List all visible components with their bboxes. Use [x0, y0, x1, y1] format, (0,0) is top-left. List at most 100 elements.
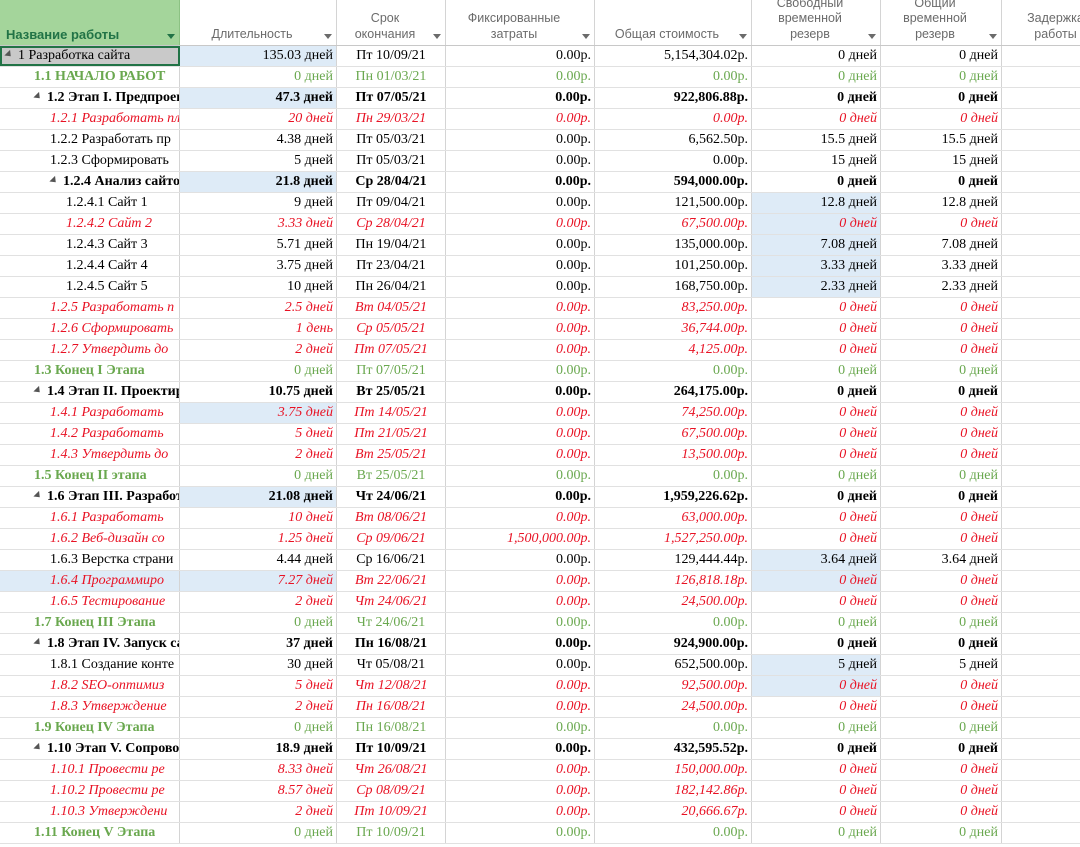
cell-name[interactable]: 1.2.4.3 Сайт 3 — [0, 235, 180, 255]
cell-delay[interactable] — [1002, 424, 1080, 444]
cell-free[interactable]: 0 дней — [752, 403, 881, 423]
cell-cost[interactable]: 594,000.00р. — [595, 172, 752, 192]
cell-total[interactable]: 0 дней — [881, 109, 1002, 129]
cell-duration[interactable]: 37 дней — [180, 634, 337, 654]
cell-cost[interactable]: 0.00р. — [595, 361, 752, 381]
column-header-cost[interactable]: Общая стоимость — [595, 0, 752, 45]
cell-free[interactable]: 0 дней — [752, 529, 881, 549]
cell-delay[interactable] — [1002, 487, 1080, 507]
cell-duration[interactable]: 0 дней — [180, 718, 337, 738]
cell-finish[interactable]: Чт 12/08/21 — [337, 676, 446, 696]
cell-cost[interactable]: 168,750.00р. — [595, 277, 752, 297]
cell-cost[interactable]: 83,250.00р. — [595, 298, 752, 318]
cell-duration[interactable]: 2 дней — [180, 592, 337, 612]
cell-free[interactable]: 0 дней — [752, 67, 881, 87]
filter-dropdown-icon[interactable] — [868, 34, 876, 39]
cell-delay[interactable] — [1002, 256, 1080, 276]
cell-delay[interactable] — [1002, 760, 1080, 780]
task-row[interactable]: 1.10.3 Утверждени 2 дней Пт 10/09/21 0.00р.… — [0, 802, 1080, 823]
cell-finish[interactable]: Вт 08/06/21 — [337, 508, 446, 528]
cell-finish[interactable]: Пн 01/03/21 — [337, 67, 446, 87]
cell-finish[interactable]: Вт 22/06/21 — [337, 571, 446, 591]
cell-total[interactable]: 3.64 дней — [881, 550, 1002, 570]
cell-delay[interactable] — [1002, 298, 1080, 318]
cell-free[interactable]: 0 дней — [752, 487, 881, 507]
cell-delay[interactable] — [1002, 508, 1080, 528]
cell-fixed[interactable]: 0.00р. — [446, 424, 595, 444]
cell-name[interactable]: 1.2.3 Сформировать — [0, 151, 180, 171]
cell-delay[interactable] — [1002, 634, 1080, 654]
cell-duration[interactable]: 2.5 дней — [180, 298, 337, 318]
cell-name[interactable]: 1.1 НАЧАЛО РАБОТ — [0, 67, 180, 87]
collapse-toggle-icon[interactable] — [33, 91, 43, 102]
task-row[interactable]: 1.2.4.4 Сайт 4 3.75 дней Пт 23/04/21 0.00р.… — [0, 256, 1080, 277]
cell-duration[interactable]: 20 дней — [180, 109, 337, 129]
cell-total[interactable]: 0 дней — [881, 823, 1002, 843]
cell-name[interactable]: 1.2.4.2 Сайт 2 — [0, 214, 180, 234]
cell-duration[interactable]: 18.9 дней — [180, 739, 337, 759]
cell-name[interactable]: 1.8.2 SEO-оптимиз — [0, 676, 180, 696]
cell-name[interactable]: 1 Разработка сайта — [0, 46, 180, 66]
cell-finish[interactable]: Вт 04/05/21 — [337, 298, 446, 318]
cell-fixed[interactable]: 0.00р. — [446, 67, 595, 87]
cell-free[interactable]: 0 дней — [752, 823, 881, 843]
cell-total[interactable]: 0 дней — [881, 382, 1002, 402]
cell-duration[interactable]: 3.75 дней — [180, 256, 337, 276]
cell-cost[interactable]: 1,527,250.00р. — [595, 529, 752, 549]
cell-free[interactable]: 0 дней — [752, 592, 881, 612]
cell-fixed[interactable]: 0.00р. — [446, 319, 595, 339]
cell-duration[interactable]: 3.33 дней — [180, 214, 337, 234]
task-row[interactable]: 1.4 Этап II. Проектир 10.75 дней Вт 25/05/… — [0, 382, 1080, 403]
cell-fixed[interactable]: 0.00р. — [446, 718, 595, 738]
cell-fixed[interactable]: 0.00р. — [446, 487, 595, 507]
cell-name[interactable]: 1.8.1 Создание конте — [0, 655, 180, 675]
task-row[interactable]: 1.6.3 Верстка страни 4.44 дней Ср 16/06/21… — [0, 550, 1080, 571]
cell-total[interactable]: 0 дней — [881, 340, 1002, 360]
cell-free[interactable]: 0 дней — [752, 298, 881, 318]
cell-finish[interactable]: Пн 26/04/21 — [337, 277, 446, 297]
cell-name[interactable]: 1.6.1 Разработать — [0, 508, 180, 528]
cell-total[interactable]: 0 дней — [881, 529, 1002, 549]
cell-fixed[interactable]: 0.00р. — [446, 697, 595, 717]
cell-total[interactable]: 0 дней — [881, 781, 1002, 801]
cell-finish[interactable]: Пн 16/08/21 — [337, 697, 446, 717]
cell-delay[interactable] — [1002, 613, 1080, 633]
cell-delay[interactable] — [1002, 466, 1080, 486]
cell-name[interactable]: 1.9 Конец IV Этапа — [0, 718, 180, 738]
cell-free[interactable]: 0 дней — [752, 718, 881, 738]
cell-fixed[interactable]: 0.00р. — [446, 634, 595, 654]
task-row[interactable]: 1.2.4.3 Сайт 3 5.71 дней Пн 19/04/21 0.00р.… — [0, 235, 1080, 256]
cell-duration[interactable]: 0 дней — [180, 613, 337, 633]
task-row[interactable]: 1 Разработка сайта 135.03 дней Пт 10/09/21… — [0, 46, 1080, 67]
cell-free[interactable]: 0 дней — [752, 571, 881, 591]
task-row[interactable]: 1.6.2 Веб-дизайн со 1.25 дней Ср 09/06/21 1… — [0, 529, 1080, 550]
cell-delay[interactable] — [1002, 445, 1080, 465]
task-row[interactable]: 1.2.4.2 Сайт 2 3.33 дней Ср 28/04/21 0.00р.… — [0, 214, 1080, 235]
cell-cost[interactable]: 24,500.00р. — [595, 592, 752, 612]
cell-fixed[interactable]: 0.00р. — [446, 382, 595, 402]
cell-fixed[interactable]: 0.00р. — [446, 256, 595, 276]
cell-delay[interactable] — [1002, 550, 1080, 570]
cell-cost[interactable]: 652,500.00р. — [595, 655, 752, 675]
cell-total[interactable]: 0 дней — [881, 214, 1002, 234]
cell-fixed[interactable]: 0.00р. — [446, 46, 595, 66]
cell-delay[interactable] — [1002, 655, 1080, 675]
cell-total[interactable]: 7.08 дней — [881, 235, 1002, 255]
cell-fixed[interactable]: 0.00р. — [446, 781, 595, 801]
cell-total[interactable]: 0 дней — [881, 172, 1002, 192]
column-header-name[interactable]: Название работы — [0, 0, 180, 45]
cell-cost[interactable]: 101,250.00р. — [595, 256, 752, 276]
cell-name[interactable]: 1.7 Конец III Этапа — [0, 613, 180, 633]
cell-free[interactable]: 0 дней — [752, 466, 881, 486]
cell-total[interactable]: 0 дней — [881, 508, 1002, 528]
cell-fixed[interactable]: 0.00р. — [446, 823, 595, 843]
cell-finish[interactable]: Ср 16/06/21 — [337, 550, 446, 570]
task-row[interactable]: 1.2.5 Разработать п 2.5 дней Вт 04/05/21 0.… — [0, 298, 1080, 319]
cell-duration[interactable]: 10 дней — [180, 277, 337, 297]
cell-free[interactable]: 0 дней — [752, 781, 881, 801]
cell-delay[interactable] — [1002, 592, 1080, 612]
column-header-finish[interactable]: Срок окончания — [337, 0, 446, 45]
cell-total[interactable]: 0 дней — [881, 802, 1002, 822]
collapse-toggle-icon[interactable] — [33, 742, 43, 753]
cell-free[interactable]: 12.8 дней — [752, 193, 881, 213]
